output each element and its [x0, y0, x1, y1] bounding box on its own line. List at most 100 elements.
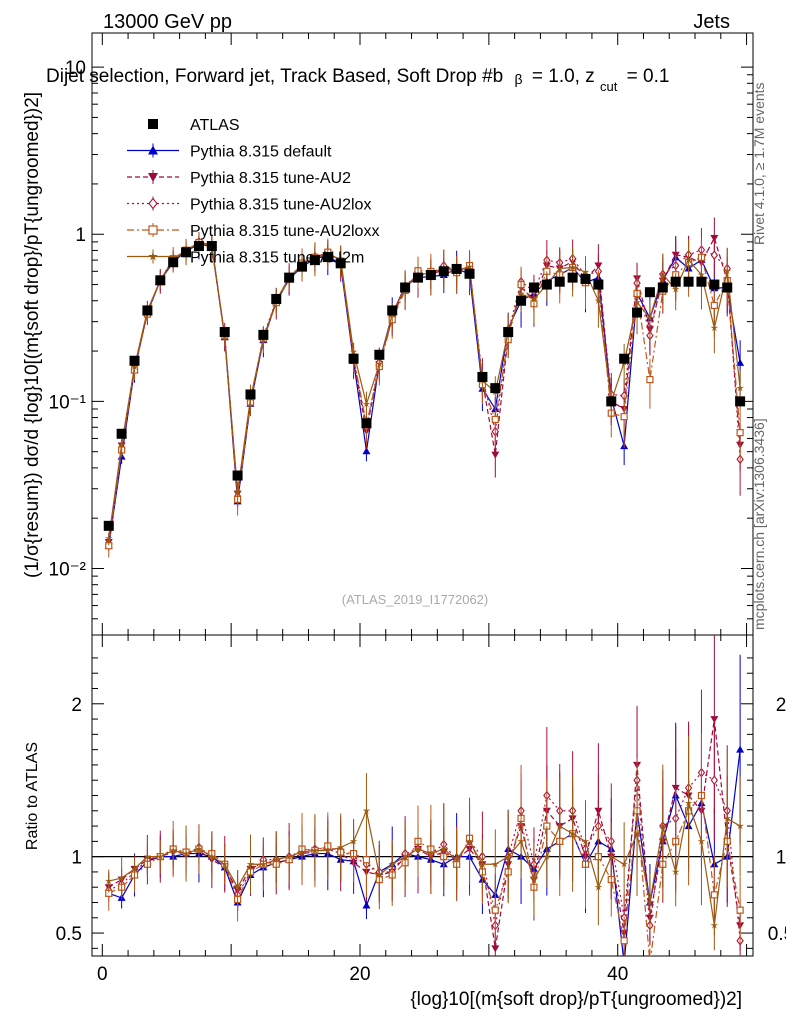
point-ratio-au2m — [684, 799, 693, 807]
legend: ATLAS Pythia 8.315 default Pythia 8.315 tu… — [127, 117, 379, 267]
legend-entry-au2lox: Pythia 8.315 tune-AU2lox — [127, 196, 371, 214]
point-main-atlas — [709, 279, 720, 290]
point-main-au2loxx — [620, 413, 628, 421]
point-main-au2m — [555, 264, 564, 272]
point-ratio-au2m — [336, 843, 345, 851]
point-main-atlas — [490, 383, 501, 394]
series-ratio-au2m — [104, 738, 744, 951]
y-axis-label-ratio-text: Ratio to ATLAS — [24, 742, 41, 850]
point-ratio-au2m — [272, 855, 281, 863]
point-main-au2m — [659, 270, 667, 278]
point-ratio-au2m — [324, 846, 332, 854]
ratio-panel: 0 20 40 0.5 0.5 1 1 2 2 — [56, 634, 786, 985]
point-main-atlas — [129, 355, 140, 366]
point-ratio-au2m — [156, 852, 165, 860]
point-ratio-au2m — [208, 852, 216, 860]
point-main-au2m — [581, 268, 590, 276]
point-main-atlas — [593, 279, 604, 290]
point-main-au2m — [104, 534, 113, 542]
point-ratio-au2m — [620, 860, 628, 868]
point-ratio-au2m — [697, 837, 706, 845]
point-main-atlas — [477, 371, 488, 382]
point-ratio-au2m — [169, 846, 177, 854]
legend-label: Pythia 8.315 tune-AU2loxx — [190, 223, 379, 240]
series-line-ratio — [108, 718, 741, 949]
series-main-au2m — [104, 235, 744, 546]
point-ratio-au2m — [246, 860, 255, 868]
point-main-au2loxx — [736, 429, 744, 437]
point-main-atlas — [528, 282, 539, 293]
plot-title-suffix-sub: cut — [600, 79, 618, 94]
point-ratio-au2m — [530, 875, 538, 883]
plot-title-suffix: = 1.0, z — [532, 66, 595, 87]
series-main-default — [104, 232, 745, 549]
y-tick-label-ratio: 1 — [71, 848, 82, 869]
point-ratio-au2m — [543, 852, 551, 860]
series-ratio-au2lox — [105, 689, 744, 956]
point-main-atlas — [438, 266, 449, 277]
point-main-atlas — [412, 272, 423, 283]
point-main-atlas — [245, 389, 256, 400]
legend-entry-default: Pythia 8.315 default — [127, 143, 332, 161]
point-ratio-au2m — [465, 837, 474, 845]
point-main-atlas — [232, 470, 243, 481]
point-ratio-au2m — [220, 860, 229, 868]
point-main-atlas — [683, 276, 694, 287]
plot-title-main: Dijet selection, Forward jet, Track Base… — [46, 66, 503, 87]
point-main-default — [362, 447, 371, 455]
main-panel: 10⁻² 10⁻¹ 1 10 (ATLAS_2019_I1772062) — [49, 32, 754, 636]
point-ratio-au2loxx — [362, 856, 371, 864]
legend-marker-au2loxx — [148, 225, 158, 235]
point-ratio-au2m — [388, 860, 396, 868]
point-main-atlas — [670, 276, 681, 287]
point-main-atlas — [116, 428, 127, 439]
point-main-atlas — [722, 282, 733, 293]
series-line-main — [108, 241, 741, 539]
point-ratio-au2loxx — [736, 906, 744, 914]
watermark: (ATLAS_2019_I1772062) — [342, 592, 488, 607]
point-main-default — [736, 358, 745, 366]
legend-label: ATLAS — [190, 117, 240, 134]
point-ratio-au2m — [298, 848, 306, 856]
point-main-au2m — [646, 314, 654, 322]
point-ratio-au2m — [710, 921, 719, 929]
point-ratio-au2m — [143, 852, 152, 860]
point-ratio-au2m — [504, 852, 512, 860]
point-main-au2m — [233, 487, 242, 495]
legend-marker-default — [148, 145, 158, 155]
point-ratio-au2m — [285, 852, 293, 860]
header-energy: 13000 GeV pp — [103, 11, 232, 33]
point-ratio-au2loxx — [647, 961, 653, 967]
y-tick-label-ratio: 0.5 — [56, 924, 82, 945]
point-main-atlas — [735, 396, 746, 407]
point-main-au2m — [349, 347, 358, 355]
legend-marker-atlas — [148, 119, 158, 129]
point-ratio-au2m — [491, 860, 500, 868]
header-category: Jets — [693, 11, 730, 33]
y-tick-label-main: 10⁻¹ — [49, 392, 87, 413]
point-ratio-au2m — [259, 860, 268, 868]
point-ratio-au2m — [452, 855, 461, 863]
legend-label: Pythia 8.315 tune-AU2m — [190, 250, 364, 267]
y-axis-label-main-text: (1/σ{resum}) dσ/d {log}10[(m{soft drop}/… — [22, 92, 43, 578]
point-main-atlas — [451, 263, 462, 274]
point-ratio-au2m — [671, 867, 680, 876]
point-main-atlas — [516, 295, 527, 306]
point-ratio-au2m — [117, 874, 126, 882]
point-ratio-au2m — [195, 845, 203, 853]
point-main-au2m — [671, 285, 680, 293]
point-main-au2m — [723, 267, 731, 275]
point-main-au2m — [117, 440, 126, 448]
y-tick-label-main: 1 — [75, 225, 86, 246]
legend-marker-au2lox — [148, 197, 158, 210]
y-axis-label-ratio: Ratio to ATLAS — [24, 742, 41, 850]
point-main-au2m — [697, 270, 706, 278]
point-main-au2m — [594, 296, 603, 304]
point-main-atlas — [632, 307, 643, 318]
point-main-atlas — [348, 353, 359, 364]
y-tick-label-ratio-right: 2 — [776, 695, 786, 716]
point-ratio-au2m — [401, 852, 409, 860]
point-ratio-au2m — [414, 845, 422, 853]
point-main-atlas — [284, 272, 295, 283]
point-main-atlas — [464, 268, 475, 279]
